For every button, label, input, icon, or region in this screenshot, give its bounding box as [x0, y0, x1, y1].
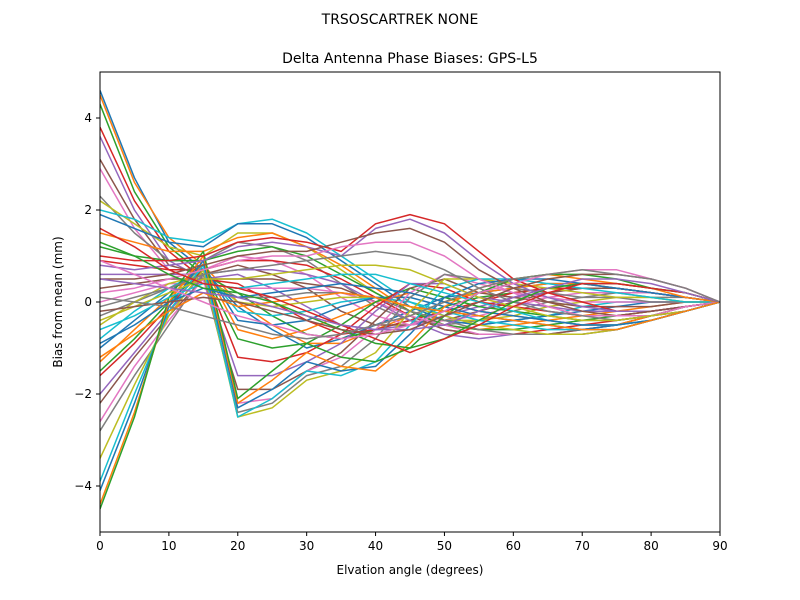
x-tick-label: 0 [96, 539, 104, 553]
x-tick-label: 20 [230, 539, 245, 553]
x-axis-ticks: 0 10 20 30 40 50 60 70 80 90 [96, 532, 728, 553]
y-axis-ticks: −4 −2 0 2 4 [74, 111, 100, 493]
x-tick-label: 50 [437, 539, 452, 553]
series-line-s44 [100, 227, 720, 354]
x-tick-label: 40 [368, 539, 383, 553]
y-tick-label: 4 [84, 111, 92, 125]
x-axis-label: Elvation angle (degrees) [337, 563, 484, 577]
y-tick-label: 0 [84, 295, 92, 309]
y-axis-label: Bias from mean (mm) [51, 236, 65, 367]
series-line-s48 [100, 269, 720, 340]
series-line-s37 [100, 241, 720, 317]
figure-suptitle: TRSOSCARTREK NONE [321, 12, 479, 28]
series-line-s35 [100, 218, 720, 312]
y-tick-label: 2 [84, 203, 92, 217]
x-tick-label: 80 [643, 539, 658, 553]
series-line-s39 [100, 264, 720, 322]
y-tick-label: −4 [74, 479, 92, 493]
x-tick-label: 90 [712, 539, 727, 553]
x-tick-label: 10 [161, 539, 176, 553]
y-tick-label: −2 [74, 387, 92, 401]
x-tick-label: 30 [299, 539, 314, 553]
series-lines [100, 90, 720, 510]
plot-area [100, 90, 720, 510]
x-tick-label: 70 [575, 539, 590, 553]
chart-title: Delta Antenna Phase Biases: GPS-L5 [282, 51, 538, 67]
x-tick-label: 60 [506, 539, 521, 553]
series-line-s47 [100, 259, 720, 340]
